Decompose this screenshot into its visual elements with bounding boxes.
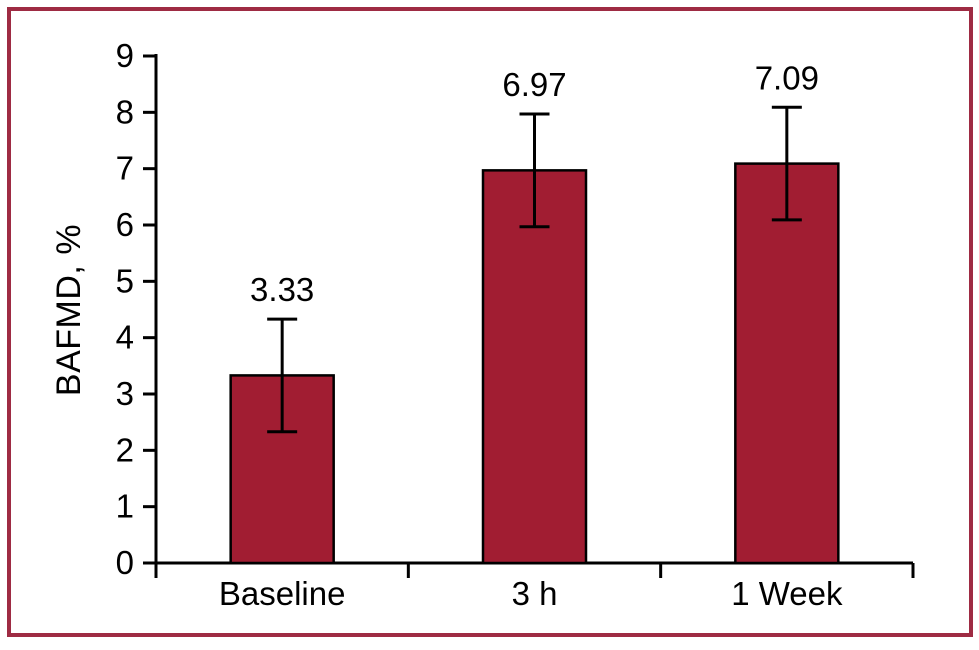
y-tick-label: 8 <box>116 93 134 130</box>
bar-value-label-3-h: 6.97 <box>502 66 566 103</box>
y-tick-label: 4 <box>116 319 134 356</box>
bar-3-h <box>481 169 588 565</box>
y-axis-title: BAFMD, % <box>50 224 88 396</box>
x-category-label-baseline: Baseline <box>219 575 346 612</box>
y-tick-label: 0 <box>116 544 134 581</box>
y-tick-label: 3 <box>116 375 134 412</box>
y-tick-label: 2 <box>116 431 134 468</box>
x-category-label-1-week: 1 Week <box>731 575 843 612</box>
bar-baseline <box>229 374 335 565</box>
y-tick-label: 6 <box>116 206 134 243</box>
bar-value-label-baseline: 3.33 <box>250 271 314 308</box>
y-tick-label: 9 <box>116 37 134 74</box>
figure-border <box>7 7 973 637</box>
y-tick-label: 1 <box>116 488 134 525</box>
x-category-label-3-h: 3 h <box>512 575 558 612</box>
bar-1-week <box>734 162 840 565</box>
y-tick-label: 5 <box>116 262 134 299</box>
bar-value-label-1-week: 7.09 <box>755 59 819 96</box>
y-tick-label: 7 <box>116 150 134 187</box>
